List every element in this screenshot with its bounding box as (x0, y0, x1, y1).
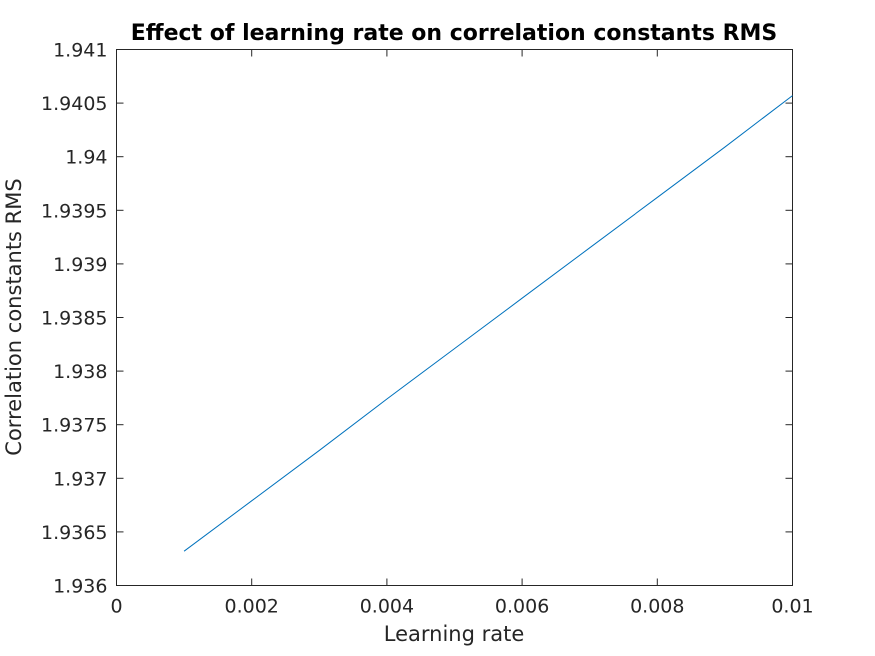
x-axis-title: Learning rate (384, 622, 525, 646)
y-tick-label: 1.938 (53, 361, 107, 383)
x-tick-label: 0 (110, 596, 122, 618)
x-tick-label: 0.008 (630, 596, 684, 618)
y-tick-label: 1.941 (53, 40, 107, 62)
y-tick-label: 1.94 (65, 147, 107, 169)
y-tick-label: 1.937 (53, 468, 107, 490)
x-tick-labels: 0 0.002 0.004 0.006 0.008 0.01 (110, 596, 813, 618)
y-axis-title: Correlation constants RMS (2, 178, 26, 455)
y-tick-label: 1.939 (53, 254, 107, 276)
x-tick-label: 0.01 (771, 596, 813, 618)
y-tick-label: 1.936 (53, 576, 107, 598)
y-tick-label: 1.9375 (41, 415, 107, 437)
plot-frame (116, 49, 793, 586)
y-tick-label: 1.9385 (41, 308, 107, 330)
chart-title: Effect of learning rate on correlation c… (131, 21, 778, 46)
series-line (183, 95, 793, 552)
y-tick-label: 1.9405 (41, 93, 107, 115)
y-tick-label: 1.9365 (41, 522, 107, 544)
x-tick-label: 0.006 (495, 596, 549, 618)
y-tick-labels: 1.936 1.9365 1.937 1.9375 1.938 1.9385 1.939 1.… (41, 40, 107, 598)
y-tick-label: 1.9395 (41, 200, 107, 222)
x-tick-label: 0.004 (360, 596, 414, 618)
series-layer (183, 95, 793, 552)
x-tick-label: 0.002 (224, 596, 278, 618)
plot-area (116, 49, 793, 586)
